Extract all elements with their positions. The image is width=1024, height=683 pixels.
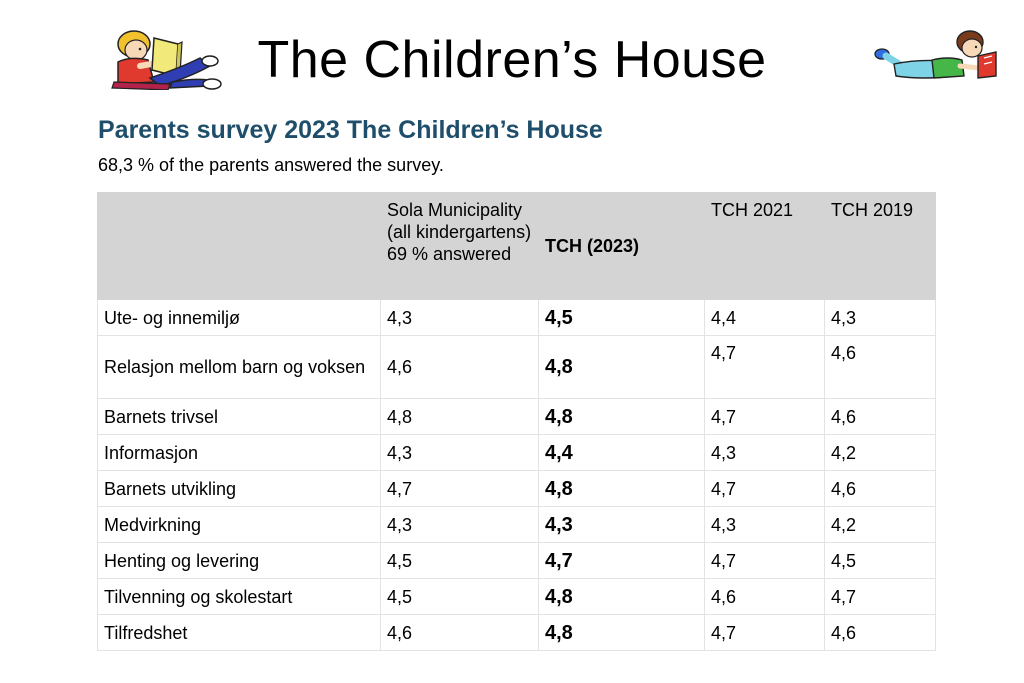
tch-2023-value: 4,4 bbox=[538, 434, 705, 471]
tch-2019-value: 4,5 bbox=[824, 542, 936, 579]
sola-value: 4,3 bbox=[380, 434, 539, 471]
page-title: The Children’s House bbox=[257, 31, 767, 89]
sola-value: 4,8 bbox=[380, 398, 539, 435]
header-tch-2021: TCH 2021 bbox=[704, 192, 825, 300]
sola-value: 4,5 bbox=[380, 542, 539, 579]
table-row: Informasjon 4,3 4,4 4,3 4,2 bbox=[97, 434, 936, 471]
tch-2021-value: 4,7 bbox=[704, 398, 825, 435]
sola-value: 4,6 bbox=[380, 335, 539, 399]
header-tch-2023: TCH (2023) bbox=[538, 192, 705, 300]
tch-2021-value: 4,7 bbox=[704, 614, 825, 651]
row-category: Informasjon bbox=[97, 434, 381, 471]
tch-2021-value: 4,7 bbox=[704, 470, 825, 507]
table-row: Relasjon mellom barn og voksen 4,6 4,8 4… bbox=[97, 335, 936, 399]
tch-2021-value: 4,7 bbox=[704, 335, 825, 399]
tch-2023-value: 4,8 bbox=[538, 335, 705, 399]
sola-value: 4,5 bbox=[380, 578, 539, 615]
table-row: Henting og levering 4,5 4,7 4,7 4,5 bbox=[97, 542, 936, 579]
row-category: Henting og levering bbox=[97, 542, 381, 579]
tch-2023-value: 4,5 bbox=[538, 299, 705, 336]
tch-2021-value: 4,3 bbox=[704, 506, 825, 543]
tch-2019-value: 4,3 bbox=[824, 299, 936, 336]
tch-2019-value: 4,2 bbox=[824, 506, 936, 543]
reading-child-icon bbox=[110, 28, 222, 91]
table-row: Tilvenning og skolestart 4,5 4,8 4,6 4,7 bbox=[97, 578, 936, 615]
header-category-blank bbox=[97, 192, 381, 300]
header-tch-2019: TCH 2019 bbox=[824, 192, 936, 300]
tch-2019-value: 4,6 bbox=[824, 614, 936, 651]
row-category: Medvirkning bbox=[97, 506, 381, 543]
tch-2019-value: 4,6 bbox=[824, 470, 936, 507]
row-category: Tilvenning og skolestart bbox=[97, 578, 381, 615]
sola-value: 4,3 bbox=[380, 506, 539, 543]
table-row: Medvirkning 4,3 4,3 4,3 4,2 bbox=[97, 506, 936, 543]
tch-2023-value: 4,8 bbox=[538, 398, 705, 435]
row-category: Barnets trivsel bbox=[97, 398, 381, 435]
tch-2019-value: 4,7 bbox=[824, 578, 936, 615]
tch-2023-value: 4,3 bbox=[538, 506, 705, 543]
survey-title: Parents survey 2023 The Children’s House bbox=[98, 116, 603, 144]
tch-2023-value: 4,8 bbox=[538, 614, 705, 651]
tch-2021-value: 4,6 bbox=[704, 578, 825, 615]
tch-2021-value: 4,7 bbox=[704, 542, 825, 579]
sola-value: 4,3 bbox=[380, 299, 539, 336]
lying-reading-girl-icon bbox=[872, 28, 1000, 90]
tch-2023-value: 4,7 bbox=[538, 542, 705, 579]
row-category: Tilfredshet bbox=[97, 614, 381, 651]
tch-2019-value: 4,2 bbox=[824, 434, 936, 471]
tch-2021-value: 4,4 bbox=[704, 299, 825, 336]
tch-2019-value: 4,6 bbox=[824, 335, 936, 399]
tch-2021-value: 4,3 bbox=[704, 434, 825, 471]
tch-2023-value: 4,8 bbox=[538, 470, 705, 507]
row-category: Barnets utvikling bbox=[97, 470, 381, 507]
sola-value: 4,6 bbox=[380, 614, 539, 651]
response-rate-text: 68,3 % of the parents answered the surve… bbox=[98, 155, 444, 175]
tch-2019-value: 4,6 bbox=[824, 398, 936, 435]
header-sola: Sola Municipality (all kindergartens) 69… bbox=[380, 192, 539, 300]
sola-value: 4,7 bbox=[380, 470, 539, 507]
table-row: Ute- og innemiljø 4,3 4,5 4,4 4,3 bbox=[97, 299, 936, 336]
table-row: Tilfredshet 4,6 4,8 4,7 4,6 bbox=[97, 614, 936, 651]
row-category: Ute- og innemiljø bbox=[97, 299, 381, 336]
table-header-row: Sola Municipality (all kindergartens) 69… bbox=[97, 192, 936, 300]
tch-2023-value: 4,8 bbox=[538, 578, 705, 615]
table-row: Barnets utvikling 4,7 4,8 4,7 4,6 bbox=[97, 470, 936, 507]
survey-results-table: Sola Municipality (all kindergartens) 69… bbox=[97, 192, 936, 651]
table-row: Barnets trivsel 4,8 4,8 4,7 4,6 bbox=[97, 398, 936, 435]
row-category: Relasjon mellom barn og voksen bbox=[97, 335, 381, 399]
